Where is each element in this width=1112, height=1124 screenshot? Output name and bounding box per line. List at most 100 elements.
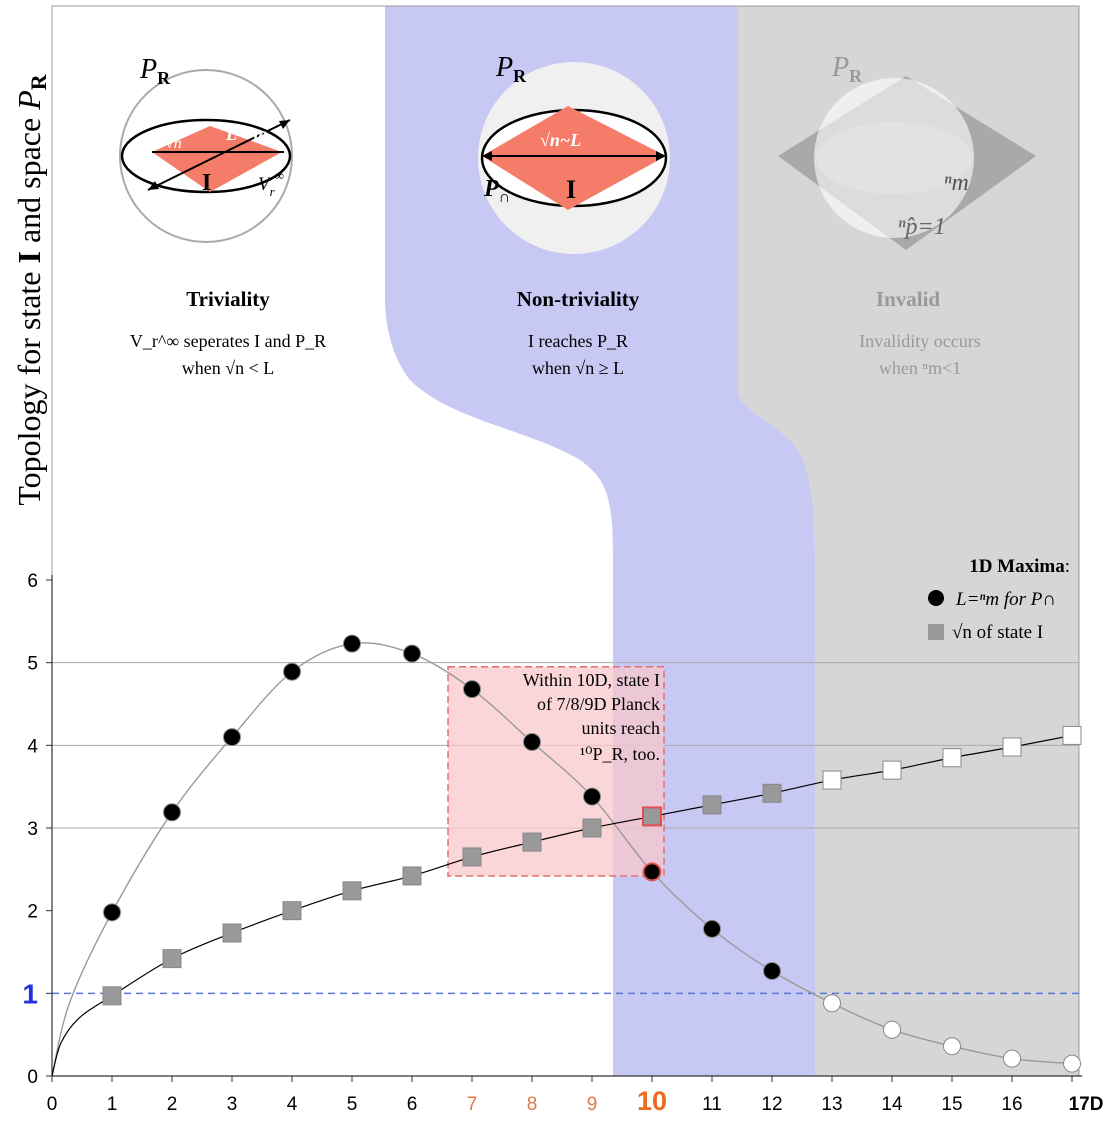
annotation-line-2: of 7/8/9D Planck [537, 694, 660, 714]
square-marker-7 [462, 847, 482, 867]
x-tick-label-0: 0 [47, 1094, 58, 1115]
invalid-panel: PR ⁿm ⁿp̂=1 Invalid Invalidity occurs wh… [778, 52, 1036, 378]
circle-marker-9 [583, 787, 601, 806]
square-marker-12 [762, 783, 782, 803]
triviality-L-arrow [147, 119, 291, 191]
annotation-line-3: units reach [582, 718, 660, 738]
square-marker-14 [882, 760, 902, 780]
circle-marker-15 [943, 1037, 961, 1056]
legend-square-marker [928, 624, 944, 640]
triviality-arrow-head-1 [279, 120, 290, 129]
x-tick-label-14: 14 [881, 1094, 903, 1115]
nontriviality-sqrtL-label: √n~L [540, 130, 581, 150]
square-marker-17 [1062, 725, 1082, 745]
circle-marker-5 [343, 634, 361, 653]
square-marker-6 [402, 866, 422, 886]
square-marker-10 [642, 806, 662, 827]
circle-marker-12 [763, 962, 781, 981]
invalid-np-label: ⁿp̂=1 [898, 214, 946, 240]
square-marker-2 [162, 949, 182, 969]
nontriviality-state-diamond [482, 106, 666, 210]
x-tick-label-15: 15 [941, 1094, 962, 1115]
invalid-region [738, 6, 1079, 1076]
x-tick-label-3: 3 [227, 1094, 238, 1115]
y-axis-label: Topology for state I and space PR [11, 73, 51, 505]
circle-marker-10 [642, 862, 662, 882]
x-tick-label-11: 11 [702, 1094, 722, 1115]
legend-title: 1D Maxima: [969, 556, 1070, 577]
square-marker-15 [942, 748, 962, 768]
triviality-panel: PR √n L=ⁿm I Vr∞ Triviality V_r^∞ sepera… [119, 54, 326, 378]
legend-circle-marker [928, 590, 944, 606]
circle-marker-1 [103, 903, 121, 922]
x-tick-label-13: 13 [821, 1094, 842, 1115]
y-axis-ticks: 0 1 2 3 4 5 6 [22, 571, 52, 1088]
triviality-line-1: V_r^∞ seperates I and P_R [130, 331, 326, 351]
y-tick-label-2: 2 [27, 902, 38, 923]
x-tick-label-1: 1 [107, 1094, 118, 1115]
nontriviality-arrow-left [482, 151, 492, 161]
x-tick-label-2: 2 [167, 1094, 178, 1115]
nontriviality-arrow-right [656, 151, 666, 161]
square-marker-8 [522, 832, 542, 852]
square-marker-16 [1002, 737, 1022, 757]
triviality-state-label: I [202, 170, 211, 196]
square-series-markers [102, 725, 1082, 1006]
invalid-ellipse [816, 122, 972, 194]
nontriviality-line-1: I reaches P_R [528, 331, 628, 351]
triviality-state-diamond [152, 126, 282, 192]
square-marker-1 [102, 986, 122, 1006]
x-tick-label-6: 6 [407, 1094, 418, 1115]
annotation-line-1: Within 10D, state I [523, 670, 660, 690]
nontriviality-panel: PR √n~L I P∩ Non-triviality I reaches P_… [478, 52, 670, 378]
triviality-line-2: when √n < L [182, 358, 275, 378]
x-tick-label-10: 10 [637, 1086, 667, 1116]
invalid-line-1: Invalidity occurs [859, 331, 980, 351]
square-marker-13 [822, 770, 842, 790]
x-axis-ticks: 0 1 2 3 4 5 6 7 8 9 10 11 12 13 14 15 16 17D [47, 1076, 1103, 1116]
square-marker-11 [702, 795, 722, 815]
annotation-text: Within 10D, state I of 7/8/9D Planck uni… [523, 670, 660, 764]
nontriviality-pcap-label: P∩ [483, 176, 510, 206]
triviality-title: Triviality [186, 287, 270, 311]
x-tick-label-12: 12 [761, 1094, 782, 1115]
circle-marker-2 [163, 803, 181, 822]
circle-series-markers [103, 634, 1081, 1073]
y-tick-label-5: 5 [27, 654, 38, 675]
nontriviality-line-2: when √n ≥ L [532, 358, 624, 378]
x-tick-label-9: 9 [587, 1094, 598, 1115]
square-marker-3 [222, 923, 242, 943]
y-tick-label-6: 6 [27, 571, 38, 592]
annotation-line-4: ¹⁰P_R, too. [580, 744, 660, 764]
circle-marker-6 [403, 644, 421, 663]
nontriviality-space-label: PR [495, 52, 527, 86]
y-tick-label-4: 4 [27, 736, 38, 757]
x-tick-label-7: 7 [467, 1094, 478, 1115]
circle-marker-14 [883, 1020, 901, 1039]
circle-marker-7 [463, 680, 481, 699]
x-tick-label-5: 5 [347, 1094, 358, 1115]
triviality-L-label: L=ⁿm [225, 124, 268, 144]
x-tick-label-4: 4 [287, 1094, 298, 1115]
legend-circle-label: L=ⁿm for P∩ [955, 589, 1056, 610]
circle-marker-11 [703, 919, 721, 938]
triviality-vinf-label: Vr∞ [258, 168, 284, 199]
circle-marker-13 [823, 994, 841, 1013]
nontriviality-title: Non-triviality [517, 287, 640, 311]
circle-marker-16 [1003, 1049, 1021, 1068]
y-tick-label-0: 0 [27, 1067, 38, 1088]
circle-marker-3 [223, 728, 241, 747]
triviality-space-label: PR [139, 54, 171, 88]
invalid-space-label: PR [831, 52, 863, 86]
legend: 1D Maxima: L=ⁿm for P∩ √n of state I [928, 556, 1070, 643]
triviality-arrow-head-2 [148, 181, 159, 190]
invalid-nm-label: ⁿm [944, 170, 969, 196]
y-tick-label-3: 3 [27, 819, 38, 840]
y-tick-label-1: 1 [22, 978, 38, 1009]
square-marker-4 [282, 901, 302, 921]
x-tick-label-8: 8 [527, 1094, 538, 1115]
invalid-line-2: when ⁿm<1 [879, 358, 961, 378]
invalid-title: Invalid [876, 287, 941, 311]
nontriviality-state-label: I [566, 175, 576, 204]
